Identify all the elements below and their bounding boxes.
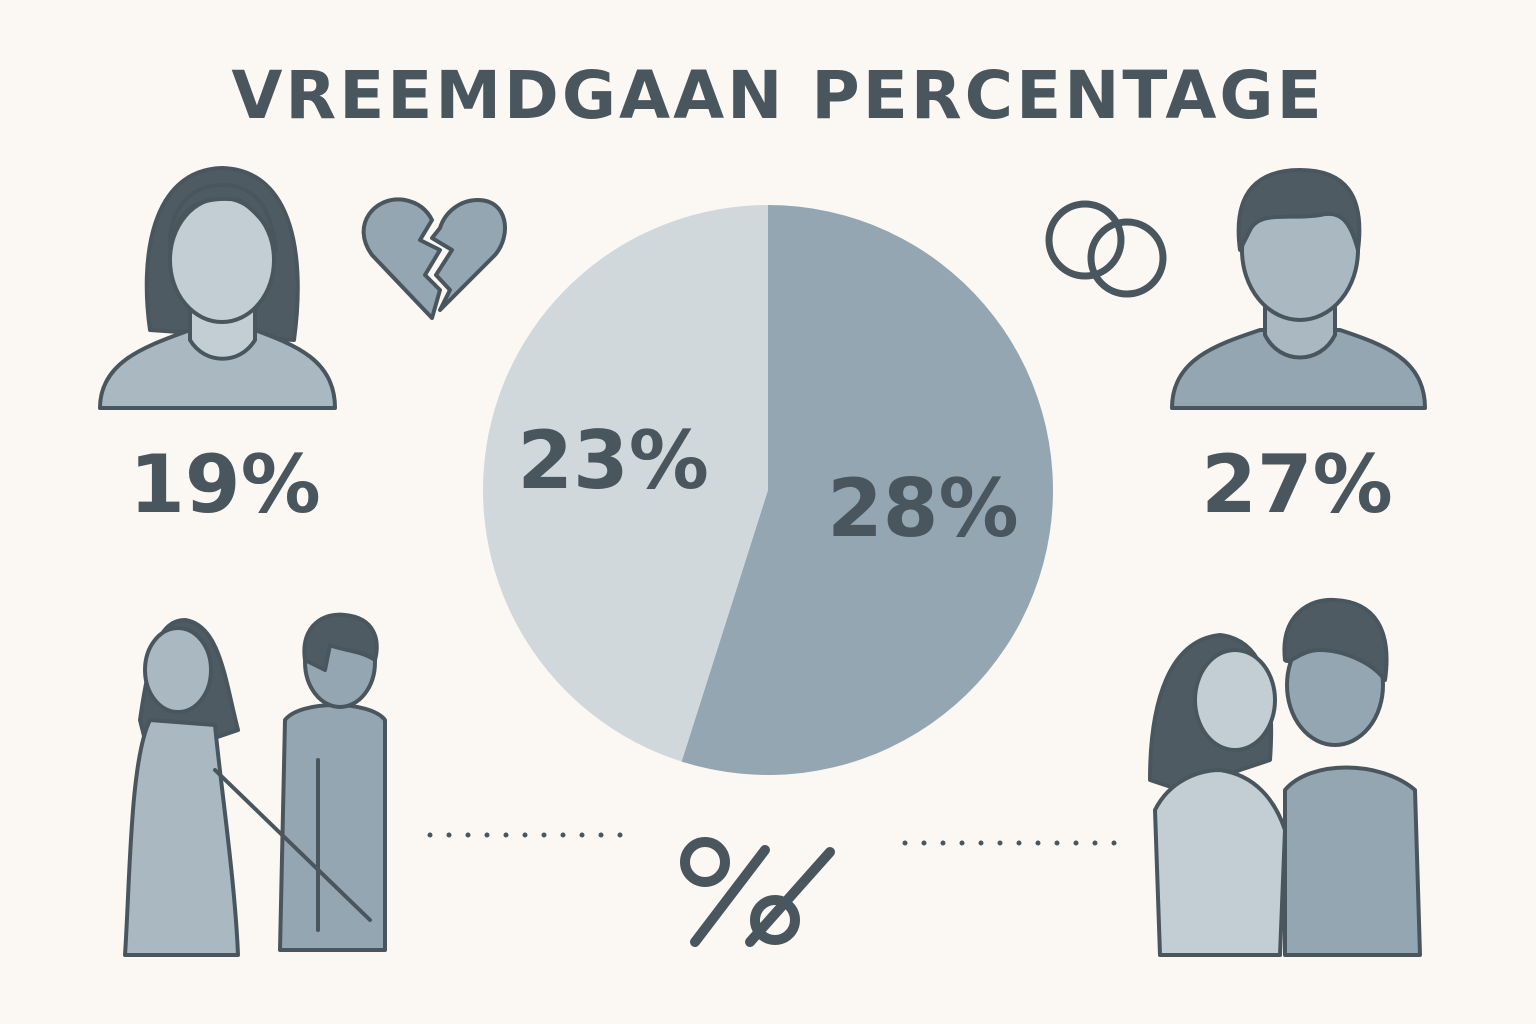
man-icon: [1170, 168, 1427, 410]
couple-apart-icon: [123, 612, 387, 957]
slice-label: 23%: [517, 414, 708, 507]
stat-label: 19%: [129, 438, 320, 531]
chart-title: VREEMDGAAN PERCENTAGE: [231, 57, 1324, 134]
couple-icon: [1148, 597, 1422, 957]
stat-label: 27%: [1201, 438, 1392, 531]
woman-icon: [98, 166, 337, 410]
broken-heart-icon: [361, 197, 507, 320]
percent-icon: [680, 837, 835, 947]
pie-slice: [482, 205, 768, 762]
slice-label: 28%: [827, 462, 1018, 555]
pie-slice: [681, 205, 1053, 775]
rings-icon: [1045, 200, 1167, 298]
